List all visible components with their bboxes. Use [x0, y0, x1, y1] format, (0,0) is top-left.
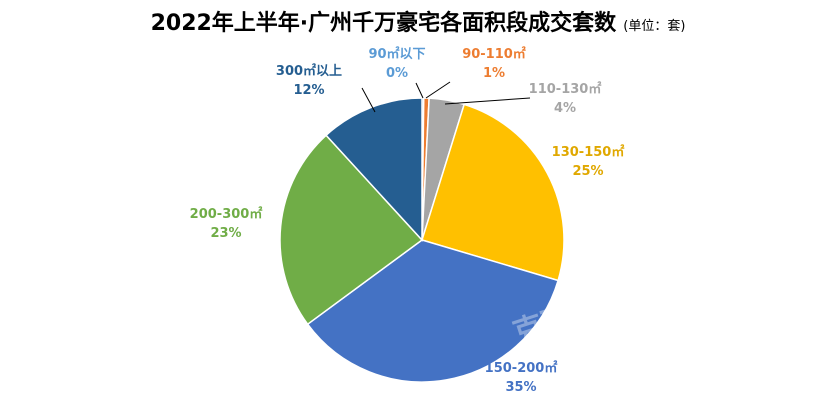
slice-label-percent-5: 23% — [210, 226, 241, 241]
leader-line-0 — [415, 82, 424, 99]
slice-label-percent-1: 1% — [483, 66, 505, 81]
leader-line-2 — [444, 97, 531, 105]
slice-label-name-2: 110-130㎡ — [529, 81, 602, 97]
slice-label-name-0: 90㎡以下 — [368, 46, 425, 62]
slice-label-name-1: 90-110㎡ — [462, 46, 526, 62]
slice-label-name-6: 300㎡以上 — [276, 63, 342, 79]
slice-label-percent-0: 0% — [386, 66, 408, 81]
slice-label-name-5: 200-300㎡ — [190, 206, 263, 222]
leader-line-6 — [361, 87, 376, 113]
slice-label-name-3: 130-150㎡ — [552, 144, 625, 160]
pie-slice-6 — [325, 97, 423, 242]
chart-title-main: 2022年上半年·广州千万豪宅各面积段成交套数 — [151, 10, 618, 36]
pie-slice-3 — [421, 103, 565, 282]
slice-labels: 90㎡以下 0% 90-110㎡ 1% 110-130㎡ 4% 130-150㎡ 25% 150… — [190, 46, 625, 395]
pie-slice-4 — [306, 239, 560, 383]
chart-title: 2022年上半年·广州千万豪宅各面积段成交套数 (单位：套) — [151, 10, 686, 36]
pie-slices — [279, 97, 565, 383]
slice-label-percent-3: 25% — [572, 164, 603, 179]
slice-label-percent-4: 35% — [505, 380, 536, 395]
slice-label-percent-2: 4% — [554, 101, 576, 116]
chart-title-unit: (单位：套) — [623, 18, 685, 34]
slice-label-percent-6: 12% — [293, 83, 324, 98]
leader-lines — [361, 81, 531, 113]
pie-slice-5 — [279, 134, 424, 326]
slice-label-name-4: 150-200㎡ — [485, 360, 558, 376]
leader-line-1 — [425, 81, 451, 99]
